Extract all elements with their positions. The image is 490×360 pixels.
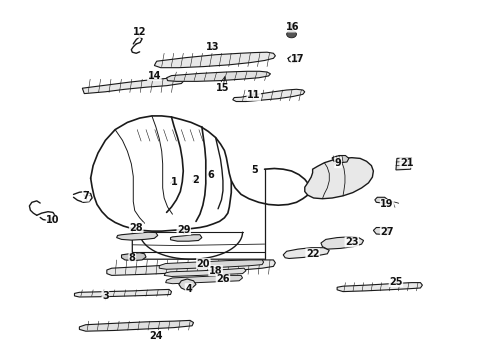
Polygon shape: [167, 71, 270, 81]
Circle shape: [287, 31, 296, 38]
Text: 8: 8: [129, 253, 136, 264]
Text: 9: 9: [335, 158, 342, 168]
Text: 10: 10: [46, 215, 60, 225]
Polygon shape: [159, 260, 264, 269]
Text: 27: 27: [380, 227, 394, 237]
Polygon shape: [373, 228, 389, 235]
Polygon shape: [305, 158, 373, 199]
Text: 19: 19: [380, 199, 394, 210]
Text: 4: 4: [185, 284, 192, 294]
Text: 2: 2: [193, 175, 199, 185]
Text: 17: 17: [291, 54, 305, 64]
Text: 28: 28: [129, 222, 143, 233]
Text: 20: 20: [196, 258, 210, 269]
Polygon shape: [82, 78, 184, 94]
Polygon shape: [332, 156, 349, 163]
Text: 22: 22: [306, 249, 319, 259]
Text: 3: 3: [102, 291, 109, 301]
Polygon shape: [79, 320, 194, 331]
Text: 5: 5: [251, 165, 258, 175]
Text: 25: 25: [389, 276, 403, 287]
Text: 29: 29: [177, 225, 191, 235]
Polygon shape: [74, 289, 172, 297]
Text: 26: 26: [216, 274, 230, 284]
Text: 14: 14: [147, 71, 161, 81]
Text: 24: 24: [149, 330, 163, 341]
Text: 7: 7: [82, 191, 89, 201]
Text: 21: 21: [400, 158, 414, 168]
Polygon shape: [321, 237, 364, 249]
Polygon shape: [171, 235, 202, 241]
Polygon shape: [337, 283, 422, 292]
Polygon shape: [164, 268, 246, 276]
Text: 15: 15: [216, 83, 230, 93]
Polygon shape: [117, 232, 158, 240]
Text: 23: 23: [345, 237, 359, 247]
Polygon shape: [122, 253, 146, 261]
Text: 1: 1: [171, 177, 177, 187]
Text: 6: 6: [207, 170, 214, 180]
Polygon shape: [179, 279, 196, 290]
Polygon shape: [154, 52, 275, 68]
Polygon shape: [107, 260, 275, 275]
Text: 12: 12: [133, 27, 147, 37]
Polygon shape: [375, 197, 388, 203]
Polygon shape: [283, 248, 329, 258]
Text: 16: 16: [286, 22, 300, 32]
Polygon shape: [166, 275, 243, 284]
Text: 13: 13: [206, 42, 220, 52]
Polygon shape: [233, 89, 305, 102]
Polygon shape: [396, 158, 412, 170]
Text: 11: 11: [247, 90, 261, 100]
Text: 18: 18: [209, 266, 222, 276]
